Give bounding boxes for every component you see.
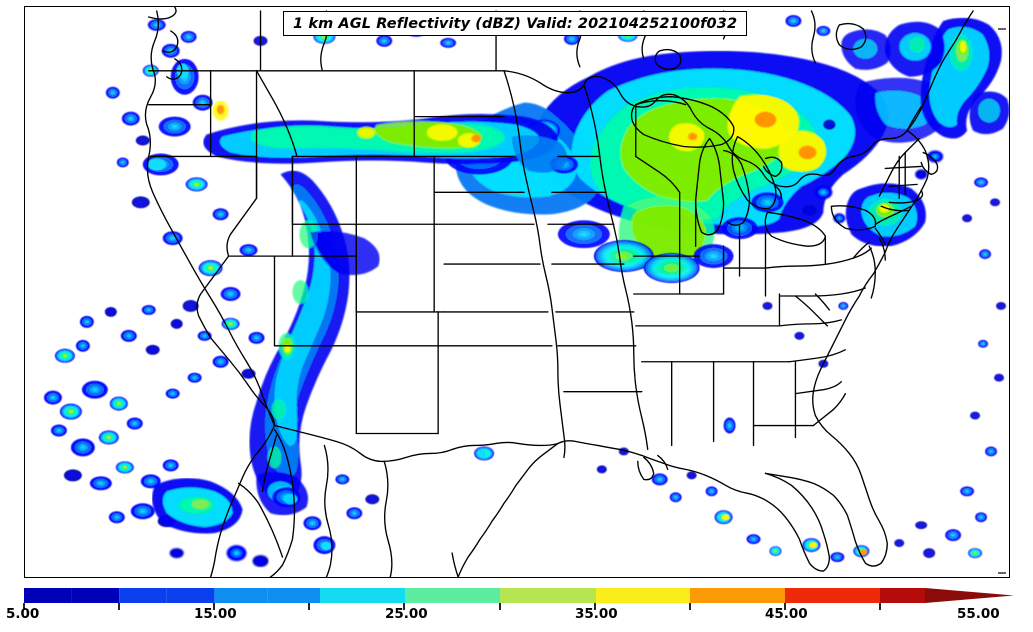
map-svg [25,7,1009,577]
colorbar-svg [23,588,1014,610]
echo-northern-rockies-band [203,100,568,173]
chart-title-box: 1 km AGL Reflectivity (dBZ) Valid: 20210… [283,11,748,36]
map-panel [24,6,1010,578]
echo-southeast-isolated [762,301,849,368]
colorbar-tick-label-15: 15.00 [194,606,237,622]
panel-edge-ticks [998,28,1006,574]
echo-northeast [802,17,1009,247]
colorbar-tick-label-25: 25.00 [385,606,428,622]
map-boundaries [144,7,974,577]
reflectivity-field [43,14,1009,568]
echo-pacific-northwest [105,43,180,168]
page-title: 1 km AGL Reflectivity (dBZ) Valid: 20210… [293,15,738,32]
colorbar-tick-label-55: 55.00 [957,606,1000,622]
colorbar-tick-label-5: 5.00 [6,606,40,622]
colorbar: 5.00 15.00 25.00 35.00 45.00 55.00 [0,585,1033,632]
echo-baja [152,478,269,568]
echo-southwest [272,474,380,555]
colorbar-tick-label-45: 45.00 [765,606,808,622]
colorbar-ticks [23,603,881,610]
echo-pacific-offshore [43,304,265,528]
colorbar-tick-label-35: 35.00 [575,606,618,622]
colorbar-bands [24,588,1014,603]
echo-great-basin [131,58,258,312]
echo-atlantic-offshore [894,177,1007,559]
